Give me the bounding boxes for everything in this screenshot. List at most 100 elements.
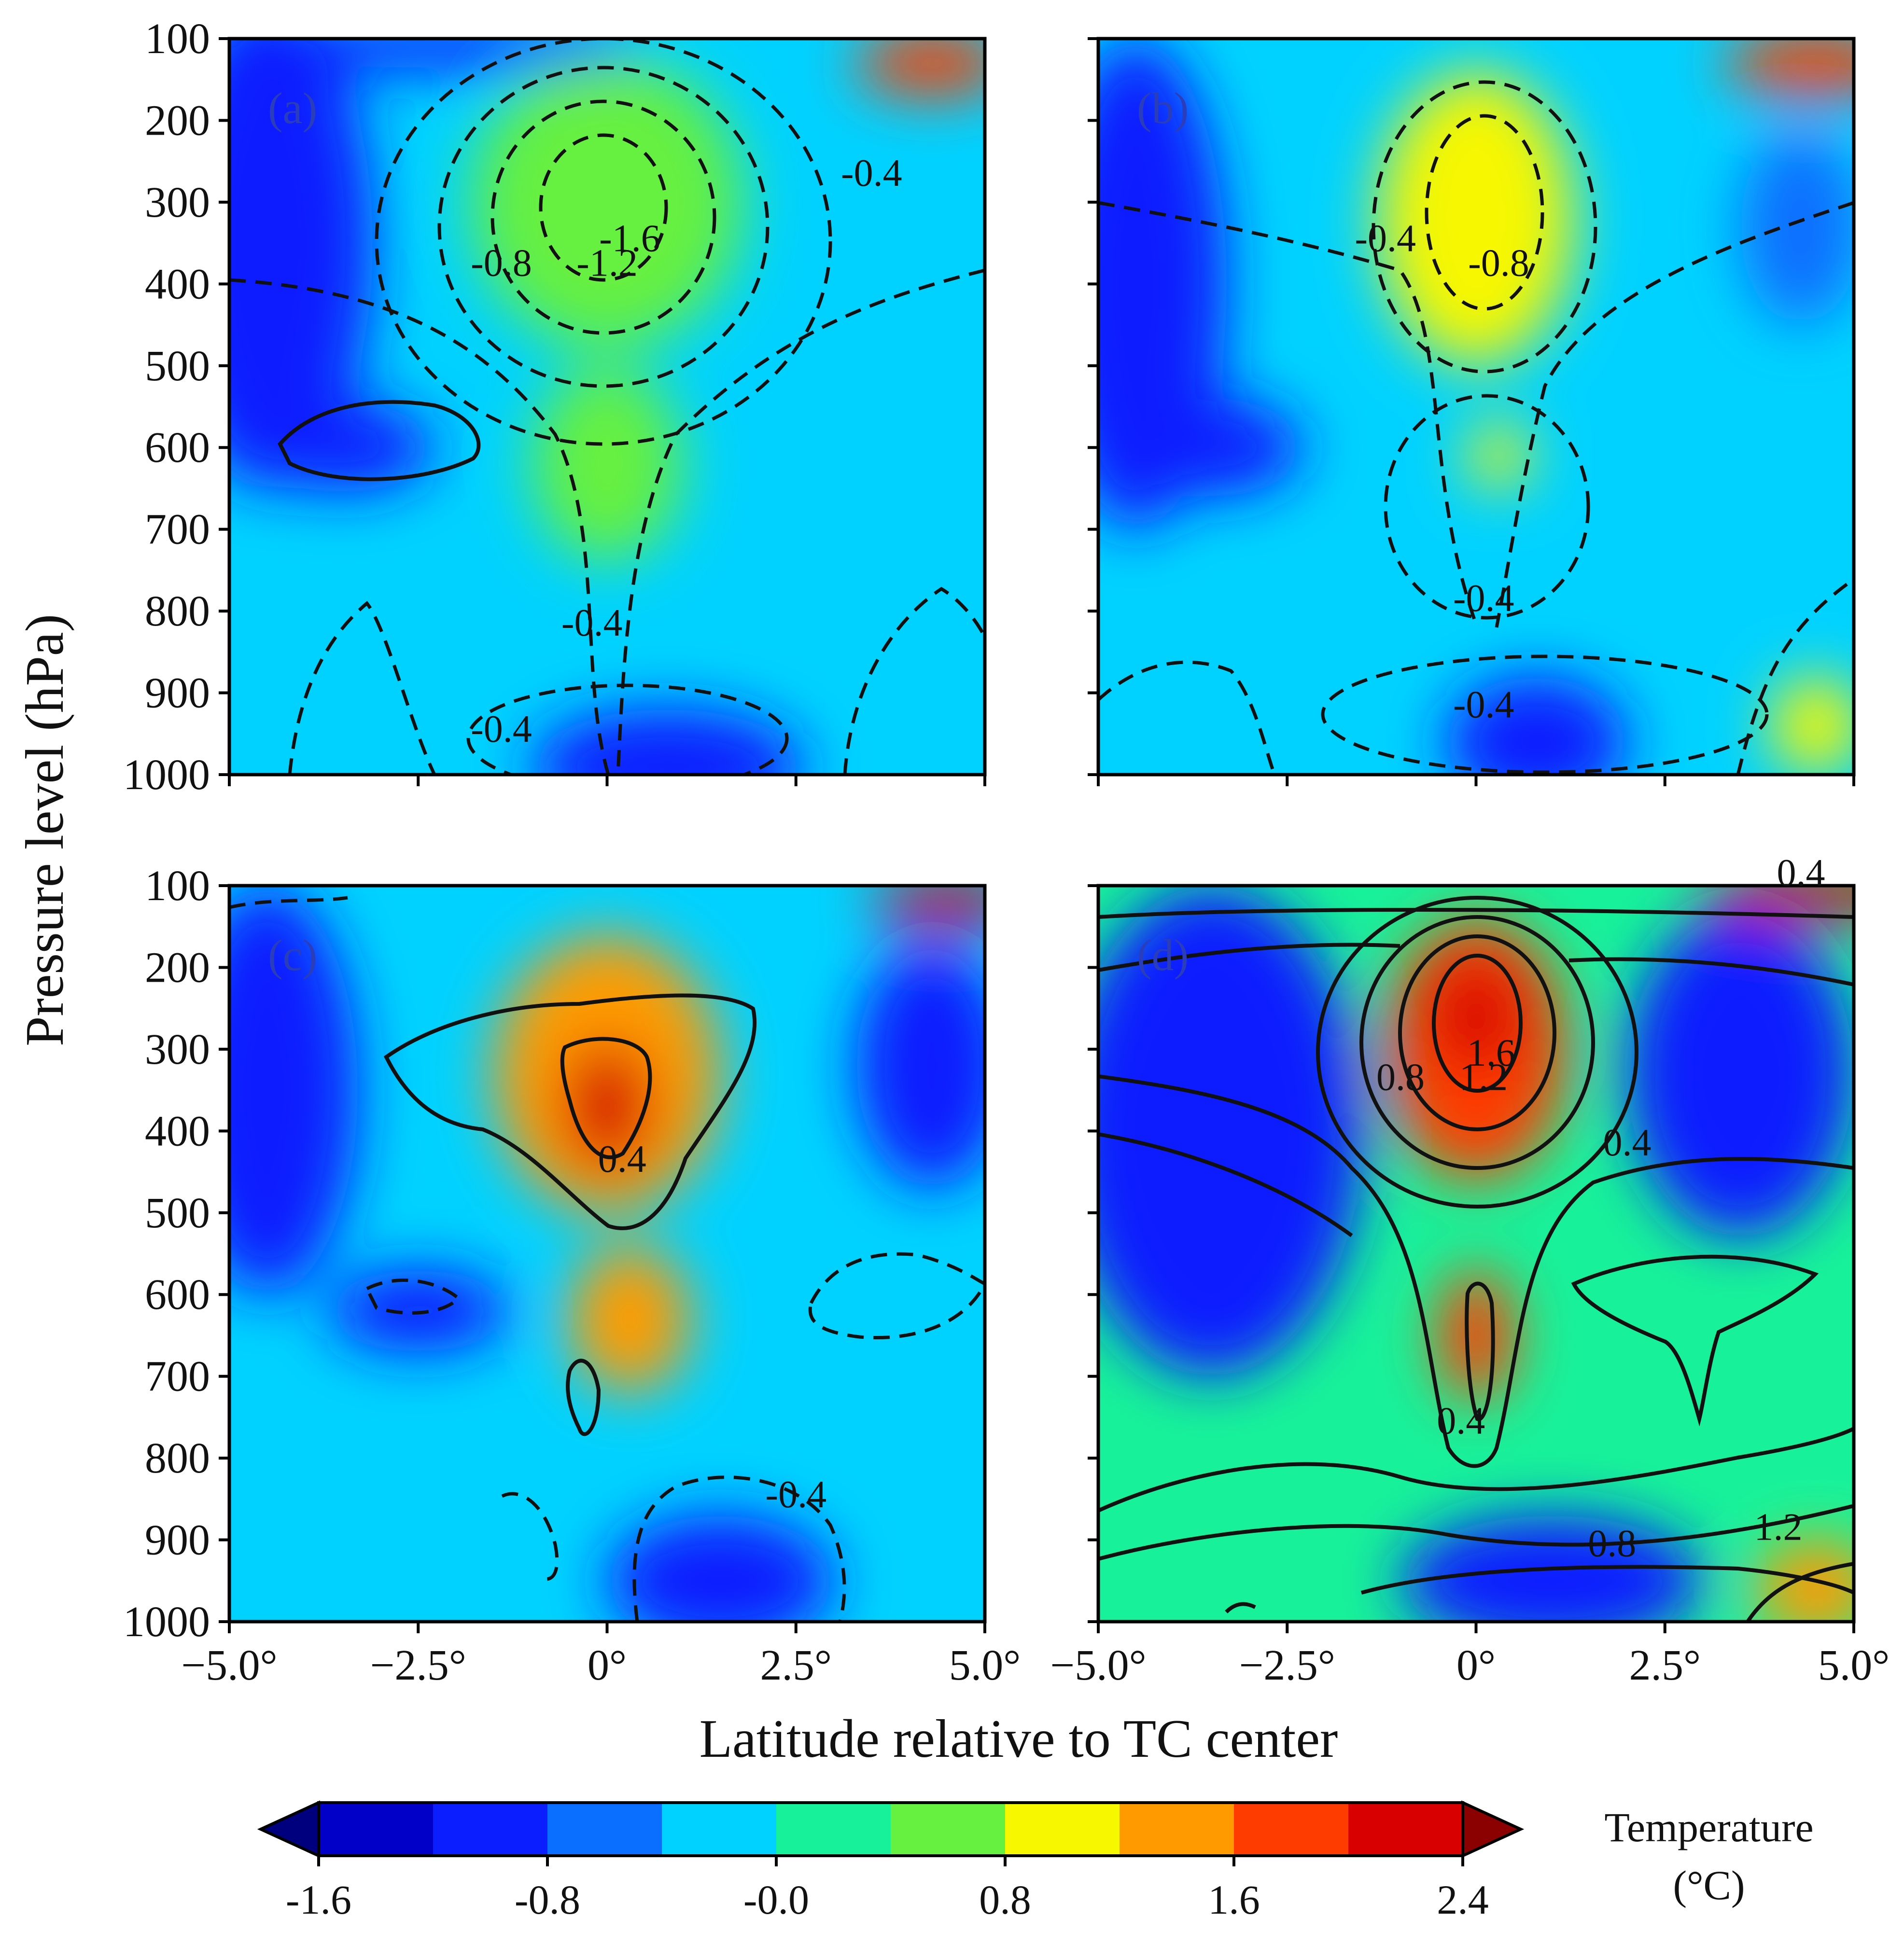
colorbar-tick-label: -1.6: [286, 1876, 351, 1923]
panel-c-field: [229, 886, 985, 1622]
y-axis-title: Pressure level (hPa): [15, 614, 75, 1046]
colorbar-segment: [776, 1803, 891, 1856]
y-tick-label: 700: [145, 506, 210, 554]
contour-label: 0.4: [598, 1138, 646, 1181]
field-blob: [229, 886, 358, 1295]
y-tick-label: 200: [145, 97, 210, 144]
field-blob: [569, 1245, 690, 1393]
panel-c-contour-labels: 0.4 -0.4: [598, 1138, 826, 1516]
panel-a-solid-contour: [278, 400, 481, 481]
panel-d-label: (d): [1137, 931, 1189, 980]
y-tick-label: 1000: [123, 1598, 210, 1646]
y-tick-label: 300: [145, 1026, 210, 1073]
panel-c: (c) 0.4 -0.4: [227, 884, 987, 1624]
panel-c-contours: [383, 993, 757, 1436]
x-tick-label: 2.5°: [1629, 1641, 1701, 1689]
contour-label: -0.4: [561, 602, 623, 644]
field-blob: [856, 943, 985, 1188]
contour-label: -0.4: [471, 708, 532, 751]
y-tick-label: 100: [145, 862, 210, 910]
panel-d-contours: [1098, 896, 1854, 1622]
field-blob: [1445, 676, 1627, 775]
contour-label: -0.8: [1468, 242, 1529, 284]
colorbar: -1.6 -0.8 -0.0 0.8 1.6 2.4: [257, 1800, 1525, 1923]
colorbar-segment: [433, 1803, 548, 1856]
contour-label: -1.2: [576, 242, 638, 284]
panel-a: (a) -1.6-1.2 -0.8 -0.4 -0.4 -0.4: [227, 37, 987, 777]
contour-label: 0.4: [1777, 852, 1825, 894]
field-blob: [1468, 423, 1529, 488]
y-tick-label: 900: [145, 1516, 210, 1564]
contour-label: 1.2: [1459, 1056, 1508, 1099]
field-blob: [871, 886, 985, 927]
colorbar-tick-label: 2.4: [1437, 1876, 1489, 1923]
y-tick-label: 200: [145, 944, 210, 991]
contour-label: 0.4: [1603, 1122, 1652, 1164]
contour-label: -0.4: [765, 1473, 826, 1516]
contour-label: 0.8: [1376, 1056, 1425, 1099]
field-blob: [1438, 1270, 1514, 1401]
field-blob: [1120, 398, 1302, 497]
panel-d-field: [1098, 886, 1854, 1622]
field-blob: [229, 39, 645, 71]
y-tick-label: 700: [145, 1353, 210, 1401]
panel-d-contour-labels: 1.61.20.80.40.40.8 1.20.4: [1376, 852, 1825, 1565]
field-blob: [252, 403, 434, 493]
y-tick-label: 600: [145, 1271, 210, 1319]
x-tick-label: 0°: [588, 1641, 627, 1689]
panel-a-label: (a): [268, 83, 317, 133]
field-blob: [532, 709, 804, 775]
colorbar-segment: [1348, 1803, 1463, 1856]
y-tick-label: 1000: [123, 751, 210, 799]
y-tick-label: 900: [145, 669, 210, 717]
panel-a-contours: [229, 39, 985, 775]
field-blob: [607, 1515, 834, 1622]
y-tick-label: 100: [145, 15, 210, 63]
y-tick-label: 800: [145, 587, 210, 635]
colorbar-segment: [1120, 1803, 1234, 1856]
contour-label: -1.6: [599, 218, 660, 260]
contour-label: -0.4: [1355, 218, 1416, 260]
field-blob: [1703, 886, 1854, 918]
colorbar-title-line1: Temperature: [1604, 1804, 1813, 1850]
x-tick-label: −5.0°: [181, 1641, 277, 1689]
axes-layer: 100 200 300 400 500 600 700 800 900 1000 100 200 300…: [123, 15, 1890, 1689]
field-blob: [327, 1270, 509, 1352]
y-tick-label: 300: [145, 179, 210, 226]
panel-b-contour-labels: -0.4 -0.8 -0.4 -0.4: [1355, 218, 1529, 726]
contour-label: -0.4: [841, 152, 902, 195]
colorbar-segment: [319, 1803, 434, 1856]
colorbar-segment: [662, 1803, 777, 1856]
panel-a-contour-labels: -1.6-1.2 -0.8 -0.4 -0.4 -0.4: [471, 152, 902, 751]
contour-label: -0.4: [1453, 577, 1514, 620]
field-blob: [1430, 959, 1522, 1074]
y-tick-label: 500: [145, 1189, 210, 1237]
contour-label: 1.6: [1467, 1032, 1515, 1074]
field-blob: [1770, 676, 1854, 775]
field-blob: [1627, 910, 1854, 1237]
x-axis-title: Latitude relative to TC center: [700, 1709, 1338, 1769]
colorbar-segment: [1005, 1803, 1120, 1856]
colorbar-extend-low: [257, 1800, 320, 1858]
colorbar-extend-high: [1461, 1800, 1525, 1858]
x-tick-label: −2.5°: [370, 1641, 466, 1689]
field-blob: [1098, 886, 1363, 1376]
y-tick-label: 600: [145, 424, 210, 472]
x-tick-label: −2.5°: [1239, 1641, 1335, 1689]
x-tick-label: 2.5°: [760, 1641, 832, 1689]
contour-label: -0.4: [1453, 683, 1514, 726]
panel-c-label: (c): [268, 931, 317, 980]
y-tick-label: 800: [145, 1434, 210, 1482]
colorbar-segment: [1234, 1803, 1349, 1856]
colorbar-segment: [891, 1803, 1006, 1856]
x-tick-label: 0°: [1456, 1641, 1496, 1689]
panel-b: (b) -0.4 -0.8 -0.4 -0.4: [1096, 37, 1856, 777]
panel-d: (d) 1.61.20.80.40.40.8 1.20.4: [1096, 852, 1856, 1624]
contour-label: 1.2: [1754, 1506, 1803, 1549]
panel-b-label: (b): [1137, 83, 1189, 133]
x-tick-label: 5.0°: [1818, 1641, 1890, 1689]
field-blob: [856, 39, 985, 96]
colorbar-segment: [547, 1803, 662, 1856]
colorbar-tick-label: -0.0: [743, 1876, 809, 1923]
